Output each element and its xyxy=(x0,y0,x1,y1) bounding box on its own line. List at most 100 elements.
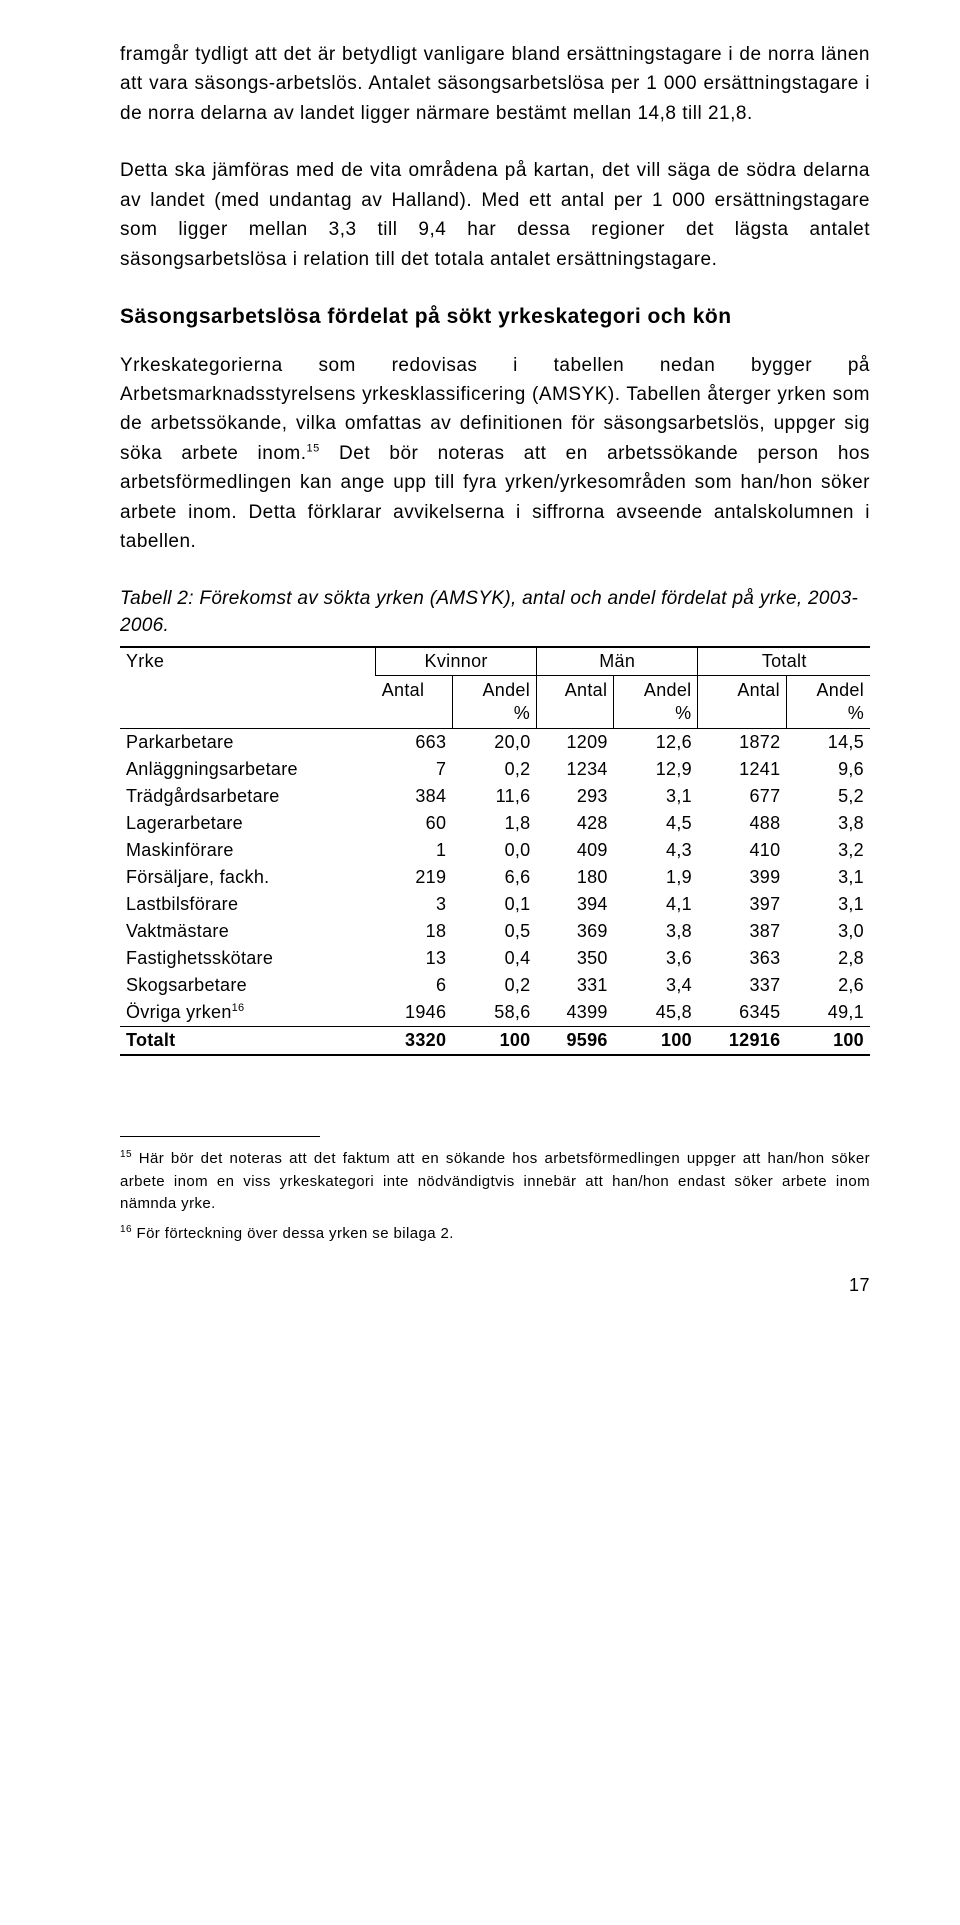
table-row-total: Totalt 3320 100 9596 100 12916 100 xyxy=(120,1027,870,1056)
cell: 0,4 xyxy=(452,945,536,972)
cell-yrke: Försäljare, fackh. xyxy=(120,864,376,891)
col-totalt-antal: Antal xyxy=(698,675,786,729)
cell: 363 xyxy=(698,945,786,972)
cell: 0,5 xyxy=(452,918,536,945)
cell: 6,6 xyxy=(452,864,536,891)
cell: 7 xyxy=(376,756,453,783)
cell: 3,8 xyxy=(614,918,698,945)
col-man-antal: Antal xyxy=(537,675,614,729)
cell: 5,2 xyxy=(786,783,870,810)
cell: 3,0 xyxy=(786,918,870,945)
table-head: Yrke Kvinnor Män Totalt Antal Andel % An… xyxy=(120,647,870,729)
paragraph-2: Detta ska jämföras med de vita områdena … xyxy=(120,156,870,274)
table-row: Vaktmästare 18 0,5 369 3,8 387 3,0 xyxy=(120,918,870,945)
cell: 100 xyxy=(786,1027,870,1056)
cell: 3,1 xyxy=(786,864,870,891)
cell: 384 xyxy=(376,783,453,810)
footnote-ref-15: 15 xyxy=(307,442,320,454)
cell: 428 xyxy=(537,810,614,837)
section-heading: Säsongsarbetslösa fördelat på sökt yrkes… xyxy=(120,302,870,332)
cell: 12916 xyxy=(698,1027,786,1056)
table-row: Anläggningsarbetare 7 0,2 1234 12,9 1241… xyxy=(120,756,870,783)
cell: 219 xyxy=(376,864,453,891)
cell: 3320 xyxy=(376,1027,453,1056)
table-body: Parkarbetare 663 20,0 1209 12,6 1872 14,… xyxy=(120,729,870,1056)
cell: 58,6 xyxy=(452,999,536,1027)
cell-yrke: Fastighetsskötare xyxy=(120,945,376,972)
cell: 11,6 xyxy=(452,783,536,810)
cell: 410 xyxy=(698,837,786,864)
cell: 45,8 xyxy=(614,999,698,1027)
cell: 1946 xyxy=(376,999,453,1027)
footnote-text: Här bör det noteras att det faktum att e… xyxy=(120,1150,870,1212)
col-man: Män xyxy=(537,647,698,676)
col-yrke: Yrke xyxy=(120,647,376,729)
col-totalt-andel: Andel % xyxy=(786,675,870,729)
footnote-text: För förteckning över dessa yrken se bila… xyxy=(132,1225,454,1242)
table-row: Försäljare, fackh. 219 6,6 180 1,9 399 3… xyxy=(120,864,870,891)
cell: 369 xyxy=(537,918,614,945)
cell-yrke: Trädgårdsarbetare xyxy=(120,783,376,810)
cell: 337 xyxy=(698,972,786,999)
cell: 4,3 xyxy=(614,837,698,864)
table-caption: Tabell 2: Förekomst av sökta yrken (AMSY… xyxy=(120,585,870,640)
table-row: Skogsarbetare 6 0,2 331 3,4 337 2,6 xyxy=(120,972,870,999)
cell: 12,6 xyxy=(614,729,698,757)
occupations-table: Yrke Kvinnor Män Totalt Antal Andel % An… xyxy=(120,646,870,1057)
cell: 488 xyxy=(698,810,786,837)
table-row: Maskinförare 1 0,0 409 4,3 410 3,2 xyxy=(120,837,870,864)
col-kvinnor-andel: Andel % xyxy=(452,675,536,729)
page-number: 17 xyxy=(120,1275,870,1296)
cell: 180 xyxy=(537,864,614,891)
cell: 1209 xyxy=(537,729,614,757)
table-row-ovriga: Övriga yrken16 1946 58,6 4399 45,8 6345 … xyxy=(120,999,870,1027)
cell: 100 xyxy=(614,1027,698,1056)
cell: 9,6 xyxy=(786,756,870,783)
cell: 6345 xyxy=(698,999,786,1027)
cell-yrke: Totalt xyxy=(120,1027,376,1056)
footnote-separator xyxy=(120,1136,320,1137)
table-row: Fastighetsskötare 13 0,4 350 3,6 363 2,8 xyxy=(120,945,870,972)
cell: 3,8 xyxy=(786,810,870,837)
paragraph-1: framgår tydligt att det är betydligt van… xyxy=(120,40,870,128)
footnote-number: 15 xyxy=(120,1149,132,1160)
cell: 3 xyxy=(376,891,453,918)
cell: 350 xyxy=(537,945,614,972)
cell: 1234 xyxy=(537,756,614,783)
cell: 1241 xyxy=(698,756,786,783)
cell: 397 xyxy=(698,891,786,918)
cell: 0,2 xyxy=(452,756,536,783)
document-page: framgår tydligt att det är betydligt van… xyxy=(0,0,960,1336)
cell: 409 xyxy=(537,837,614,864)
cell-yrke: Maskinförare xyxy=(120,837,376,864)
cell: 0,2 xyxy=(452,972,536,999)
cell: 1,8 xyxy=(452,810,536,837)
cell: 4,5 xyxy=(614,810,698,837)
footnote-15: 15 Här bör det noteras att det faktum at… xyxy=(120,1147,870,1216)
cell-yrke: Övriga yrken16 xyxy=(120,999,376,1027)
cell: 3,1 xyxy=(614,783,698,810)
cell: 3,4 xyxy=(614,972,698,999)
cell-yrke: Anläggningsarbetare xyxy=(120,756,376,783)
cell-yrke: Parkarbetare xyxy=(120,729,376,757)
col-man-andel: Andel % xyxy=(614,675,698,729)
ovriga-label: Övriga yrken xyxy=(126,1002,232,1022)
col-kvinnor-antal: Antal xyxy=(376,675,453,729)
table-row: Trädgårdsarbetare 384 11,6 293 3,1 677 5… xyxy=(120,783,870,810)
table-row: Parkarbetare 663 20,0 1209 12,6 1872 14,… xyxy=(120,729,870,757)
cell: 4399 xyxy=(537,999,614,1027)
footnote-ref-16: 16 xyxy=(232,1002,245,1014)
paragraph-3: Yrkeskategorierna som redovisas i tabell… xyxy=(120,351,870,557)
cell: 0,0 xyxy=(452,837,536,864)
cell: 394 xyxy=(537,891,614,918)
cell: 0,1 xyxy=(452,891,536,918)
cell: 663 xyxy=(376,729,453,757)
cell: 387 xyxy=(698,918,786,945)
cell: 399 xyxy=(698,864,786,891)
cell: 3,6 xyxy=(614,945,698,972)
col-totalt: Totalt xyxy=(698,647,870,676)
cell: 20,0 xyxy=(452,729,536,757)
cell: 1872 xyxy=(698,729,786,757)
cell: 6 xyxy=(376,972,453,999)
footnote-number: 16 xyxy=(120,1224,132,1235)
